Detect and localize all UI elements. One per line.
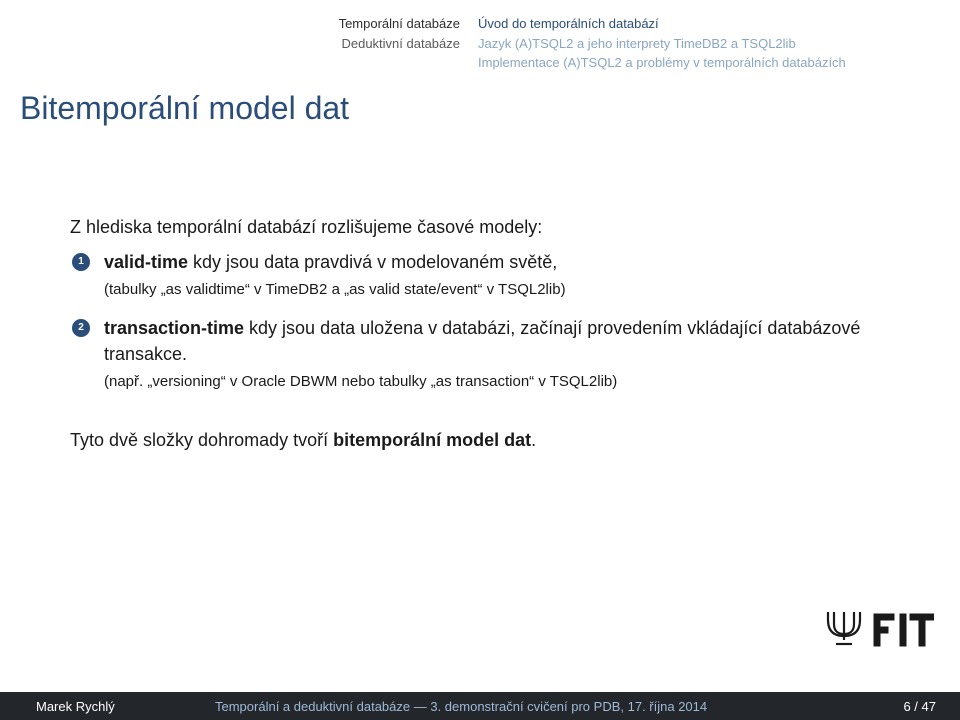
footer-bar: Marek Rychlý Temporální a deduktivní dat… bbox=[0, 692, 960, 720]
summary-bold: bitemporální model dat bbox=[333, 430, 531, 450]
item-sub: (tabulky „as validtime“ v TimeDB2 a „as … bbox=[104, 279, 890, 300]
item-number-badge: 2 bbox=[72, 319, 90, 337]
slide-title: Bitemporální model dat bbox=[20, 90, 940, 127]
footer-author[interactable]: Marek Rychlý bbox=[0, 699, 215, 714]
item-number-badge: 1 bbox=[72, 253, 90, 271]
item-line: valid-time kdy jsou data pravdivá v mode… bbox=[104, 252, 557, 272]
item-rest: kdy jsou data pravdivá v modelovaném svě… bbox=[188, 252, 557, 272]
lead-text: Z hlediska temporální databází rozlišuje… bbox=[70, 215, 890, 240]
subsection-link-implementace[interactable]: Implementace (A)TSQL2 a problémy v tempo… bbox=[478, 53, 960, 73]
item-line: transaction-time kdy jsou data uložena v… bbox=[104, 318, 860, 363]
footer-talk-title[interactable]: Temporální a deduktivní databáze — 3. de… bbox=[215, 699, 846, 714]
list-item: 1 valid-time kdy jsou data pravdivá v mo… bbox=[70, 250, 890, 300]
summary-post: . bbox=[531, 430, 536, 450]
footer-page-number: 6 / 47 bbox=[846, 699, 960, 714]
section-link-deduktivni[interactable]: Deduktivní databáze bbox=[341, 34, 460, 54]
slide-body: Z hlediska temporální databází rozlišuje… bbox=[70, 215, 890, 453]
slide: { "header": { "left": { "line1": "Tempor… bbox=[0, 0, 960, 720]
item-bold: valid-time bbox=[104, 252, 188, 272]
item-bold: transaction-time bbox=[104, 318, 244, 338]
summary-line: Tyto dvě složky dohromady tvoří bitempor… bbox=[70, 428, 890, 453]
subsection-link-uvod[interactable]: Úvod do temporálních databází bbox=[478, 14, 960, 34]
header-nav: Temporální databáze Deduktivní databáze … bbox=[0, 14, 960, 73]
section-link-temporal[interactable]: Temporální databáze bbox=[339, 14, 460, 34]
item-sub: (např. „versioning“ v Oracle DBWM nebo t… bbox=[104, 371, 890, 392]
summary-pre: Tyto dvě složky dohromady tvoří bbox=[70, 430, 333, 450]
list-item: 2 transaction-time kdy jsou data uložena… bbox=[70, 316, 890, 391]
fit-logo bbox=[822, 608, 934, 674]
header-sections: Temporální databáze Deduktivní databáze bbox=[0, 14, 478, 73]
header-subsections: Úvod do temporálních databází Jazyk (A)T… bbox=[478, 14, 960, 73]
model-list: 1 valid-time kdy jsou data pravdivá v mo… bbox=[70, 250, 890, 392]
subsection-link-jazyk[interactable]: Jazyk (A)TSQL2 a jeho interprety TimeDB2… bbox=[478, 34, 960, 54]
